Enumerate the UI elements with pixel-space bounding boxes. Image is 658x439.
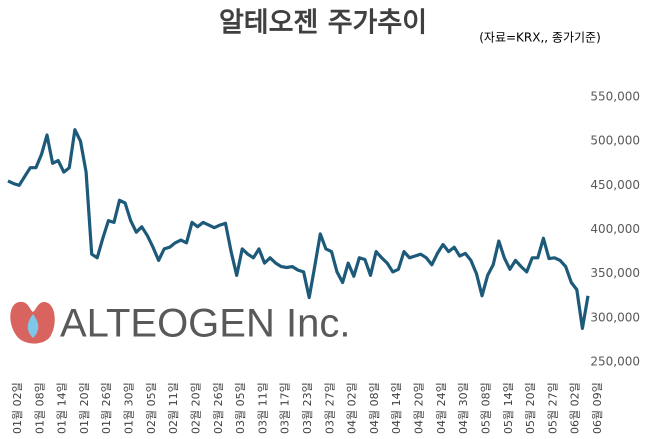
x-tick-label: 04월 24일 xyxy=(434,382,448,434)
logo: ALTEOGEN Inc. xyxy=(10,302,350,346)
x-tick-label: 01월 08일 xyxy=(32,382,46,434)
y-tick-label: 550,000 xyxy=(590,90,640,104)
y-tick-label: 500,000 xyxy=(590,134,640,148)
x-tick-label: 03월 17일 xyxy=(278,382,292,434)
x-tick-label: 04월 20일 xyxy=(412,382,426,434)
y-tick-label: 300,000 xyxy=(590,310,640,324)
y-tick-label: 450,000 xyxy=(590,178,640,192)
chart-title: 알테오젠 주가추이 xyxy=(219,8,427,39)
x-tick-label: 02월 11일 xyxy=(166,382,180,434)
x-tick-label: 02월 05일 xyxy=(144,382,158,434)
x-tick-label: 06월 09일 xyxy=(590,382,604,434)
y-tick-label: 250,000 xyxy=(590,355,640,369)
x-tick-label: 06월 02일 xyxy=(568,382,582,434)
x-tick-label: 03월 23일 xyxy=(300,382,314,434)
x-tick-label: 05월 20일 xyxy=(523,382,537,434)
x-tick-label: 01월 30일 xyxy=(122,382,136,434)
x-tick-label: 03월 11일 xyxy=(255,382,269,434)
x-tick-label: 02월 20일 xyxy=(188,382,202,434)
x-tick-label: 01월 26일 xyxy=(99,382,113,434)
y-tick-label: 400,000 xyxy=(590,222,640,236)
x-tick-label: 05월 14일 xyxy=(501,382,515,434)
x-tick-label: 05월 08일 xyxy=(478,382,492,434)
logo-drop xyxy=(27,314,39,338)
x-tick-label: 04월 02일 xyxy=(345,382,359,434)
x-tick-label: 03월 27일 xyxy=(322,382,336,434)
chart-subtitle: (자료=KRX,, 종가기준) xyxy=(479,31,601,45)
x-tick-label: 01월 20일 xyxy=(77,382,91,434)
price-line xyxy=(7,128,590,330)
x-tick-label: 04월 08일 xyxy=(367,382,381,434)
x-tick-label: 04월 14일 xyxy=(389,382,403,434)
x-tick-label: 01월 02일 xyxy=(10,382,24,434)
x-tick-label: 02월 26일 xyxy=(211,382,225,434)
x-tick-label: 01월 14일 xyxy=(55,382,69,434)
y-tick-label: 350,000 xyxy=(590,266,640,280)
logo-text: ALTEOGEN Inc. xyxy=(60,302,350,346)
x-tick-label: 04월 30일 xyxy=(456,382,470,434)
x-tick-label: 05월 27일 xyxy=(545,382,559,434)
x-tick-label: 03월 05일 xyxy=(233,382,247,434)
